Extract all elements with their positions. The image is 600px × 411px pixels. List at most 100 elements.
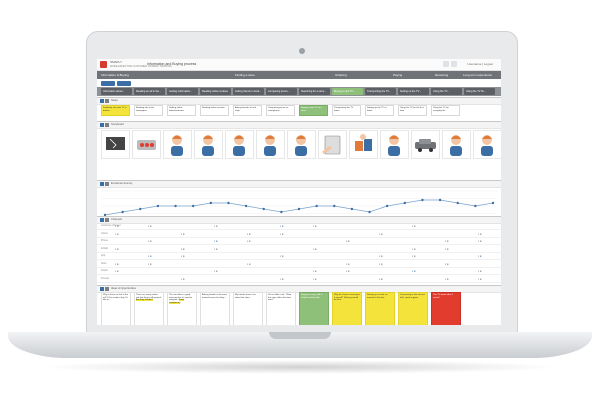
chart-point[interactable] [456,201,459,205]
channel-marker[interactable]: ▪ ● [478,269,482,273]
chart-point[interactable] [368,210,371,214]
chart-point[interactable] [385,204,389,208]
shopping-person-icon[interactable] [380,130,409,159]
channel-marker[interactable]: ▪ ● [313,246,317,251]
chart-point[interactable] [333,204,336,208]
channel-marker[interactable]: ▪ ● [148,224,152,228]
share-icon[interactable] [451,61,457,67]
channel-marker[interactable]: ▪ ● [280,231,284,236]
tablet-hand-icon[interactable] [318,130,347,159]
idea-note[interactable]: Connecting to the internet fails; need s… [398,292,428,325]
channel-marker[interactable]: ▪ ● [115,246,119,251]
chart-point[interactable] [315,204,318,208]
chart-point[interactable] [227,201,230,205]
channel-marker[interactable]: ▪ ● [412,224,416,228]
channel-marker[interactable]: ▪ ● [247,231,251,236]
lane-header-storyboard[interactable]: Storyboard [97,121,501,129]
channel-marker[interactable]: ▪ ● [115,261,119,266]
lane-settings-icon[interactable] [105,182,109,186]
idea-note[interactable]: Why is there no link in the ad? If I'm r… [101,292,131,325]
channel-marker[interactable]: ▪ ● [148,254,152,258]
phase-label[interactable]: Finding a store [235,73,255,77]
channel-marker[interactable]: ▪ ● [115,231,119,236]
channel-marker[interactable]: ▪ ● [478,239,482,243]
step-card[interactable]: Reading online reviews [200,105,229,116]
channel-marker[interactable]: ▪ ● [478,254,482,258]
chart-point[interactable] [438,198,442,202]
channel-marker[interactable]: ▪ ● [412,269,416,273]
channel-marker[interactable]: ▪ ● [445,276,449,281]
step-header[interactable]: Setting up the TV... [398,88,429,95]
phase-label[interactable]: Ordering [335,73,347,77]
channel-marker[interactable]: ▪ ● [379,231,383,236]
step-card[interactable]: Suddenly: the new TV is broken. [101,105,130,116]
step-header[interactable]: Getting information... [167,88,198,95]
step-header[interactable]: Asking friends in local... [233,88,264,95]
chart-point[interactable] [156,204,160,208]
person-reading-icon[interactable] [256,130,285,159]
chart-point[interactable] [209,201,213,205]
channel-marker[interactable]: ▪ ● [181,246,185,251]
step-card[interactable]: Using the TV for the first time [398,105,427,116]
chart-point[interactable] [421,198,424,202]
channel-marker[interactable]: ▪ ● [379,261,383,266]
step-header[interactable]: Searching for a store... [299,88,330,95]
channel-marker[interactable]: ▪ ● [379,276,383,281]
chart-point[interactable] [191,204,195,208]
chart-point[interactable] [139,207,142,211]
channel-marker[interactable]: ▪ ● [412,254,416,258]
lane-settings-icon[interactable] [105,287,109,291]
person-tablet-icon[interactable] [225,130,254,159]
channel-marker[interactable]: ▪ ● [181,254,185,258]
phase-label[interactable]: Receiving [435,73,449,77]
step-header[interactable]: Reading an ad in the... [134,88,165,95]
broken-tv-icon[interactable] [101,130,130,159]
add-step-button[interactable] [117,81,131,86]
step-header-selected[interactable]: Buying a new TV... [332,88,363,95]
channel-marker[interactable]: ▪ ● [214,239,218,243]
idea-note[interactable]: There are many online ads but they're al… [134,292,164,325]
channel-marker[interactable]: ▪ ● [379,254,383,258]
channel-marker[interactable]: ▪ ● [346,239,350,243]
user-menu[interactable]: Username | Logout [467,62,493,66]
chart-point[interactable] [297,207,301,211]
chart-point[interactable] [350,207,354,211]
channel-marker[interactable]: ▪ ● [313,269,317,273]
step-header[interactable]: Using the TV... [431,88,462,95]
step-card[interactable]: Setting up the TV at home [365,105,394,116]
channel-marker[interactable]: ▪ ● [280,224,284,228]
lane-settings-icon[interactable] [105,99,109,103]
idea-note[interactable]: Setting up is hard; no manual in the box… [365,292,395,325]
channel-marker[interactable]: ▪ ● [412,246,416,251]
phase-label[interactable]: Information & Buying [101,73,129,77]
step-card[interactable]: Reading ads in the newspaper [134,105,163,116]
channel-marker[interactable]: ▪ ● [346,269,350,273]
channel-marker[interactable]: ▪ ● [247,239,251,243]
lane-header-channels[interactable]: Channels [97,216,501,224]
channel-marker[interactable]: ▪ ● [247,261,251,266]
channel-marker[interactable]: ▪ ● [214,269,218,273]
lane-header-steps[interactable]: Steps [97,97,501,105]
lane-header-emotional[interactable]: Emotional Journey [97,180,501,188]
channel-marker[interactable]: ▪ ● [280,276,284,281]
step-card[interactable]: Asking friends in local shop [233,105,262,116]
channel-marker[interactable]: ▪ ● [445,261,449,266]
chart-point[interactable] [262,207,265,211]
phase-label[interactable]: Long term experience [463,73,493,77]
channel-marker[interactable]: ▪ ● [313,224,317,228]
idea-note[interactable]: My friends know a lot about the store... [233,292,263,325]
phase-label[interactable]: Paying [393,73,403,77]
step-card[interactable]: Comparing prices on smartphone [266,105,295,116]
channel-marker[interactable]: ▪ ● [280,254,284,258]
step-header[interactable]: Transporting the TV... [365,88,396,95]
pills-icon[interactable] [132,130,161,159]
step-header[interactable]: Comparing prices... [266,88,297,95]
person-thinking-icon[interactable] [163,130,192,159]
add-lane-button[interactable] [101,81,115,86]
family-icon[interactable] [287,130,316,159]
channel-marker[interactable]: ▪ ● [148,261,152,266]
chart-point[interactable] [244,204,248,208]
idea-note[interactable]: Buying is easy, staff is helpful and fri… [299,292,329,325]
channel-marker[interactable]: ▪ ● [115,269,119,273]
channel-marker[interactable]: ▪ ● [346,261,350,266]
